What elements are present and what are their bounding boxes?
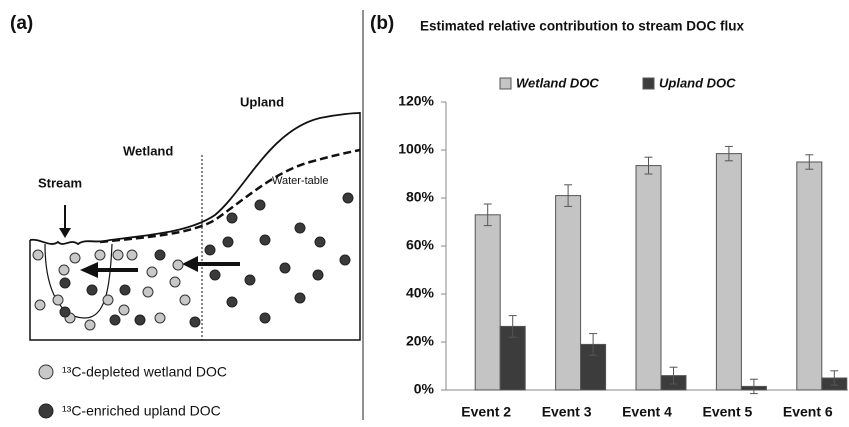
x-tick-label: Event 4 [622, 404, 672, 420]
bar [715, 153, 742, 391]
legend-label: ¹³C-depleted wetland DOC [62, 364, 227, 380]
y-tick-label: 20% [406, 333, 435, 349]
cross-section [29, 112, 361, 341]
x-tick-label: Event 2 [461, 404, 511, 420]
legend-symbol [38, 364, 54, 380]
legend-label: ¹³C-enriched upland DOC [62, 403, 221, 419]
y-tick-label: 80% [406, 189, 435, 205]
chart-title: Estimated relative contribution to strea… [420, 19, 745, 34]
y-tick-label: 120% [398, 93, 434, 109]
water-table-label: Water-table [272, 175, 328, 187]
y-tick-label: 0% [414, 381, 435, 397]
bar [635, 165, 662, 391]
y-tick-label: 60% [406, 237, 435, 253]
x-tick-label: Event 6 [783, 404, 833, 420]
bar [796, 161, 823, 391]
y-tick-label: 100% [398, 141, 434, 157]
legend-swatch [499, 77, 512, 90]
x-tick-label: Event 3 [542, 404, 592, 420]
legend-swatch [642, 77, 655, 90]
region-label: Upland [240, 94, 284, 109]
bar [555, 195, 582, 391]
legend-label: Upland DOC [659, 75, 736, 90]
panel-label: (a) [10, 13, 33, 34]
region-label: Wetland [123, 143, 173, 158]
bar [474, 214, 501, 391]
legend-symbol [38, 403, 54, 419]
x-tick-label: Event 5 [702, 404, 752, 420]
region-label: Stream [38, 175, 82, 190]
panel-label: (b) [370, 13, 394, 34]
legend-label: Wetland DOC [516, 75, 599, 90]
y-tick-label: 40% [406, 285, 435, 301]
